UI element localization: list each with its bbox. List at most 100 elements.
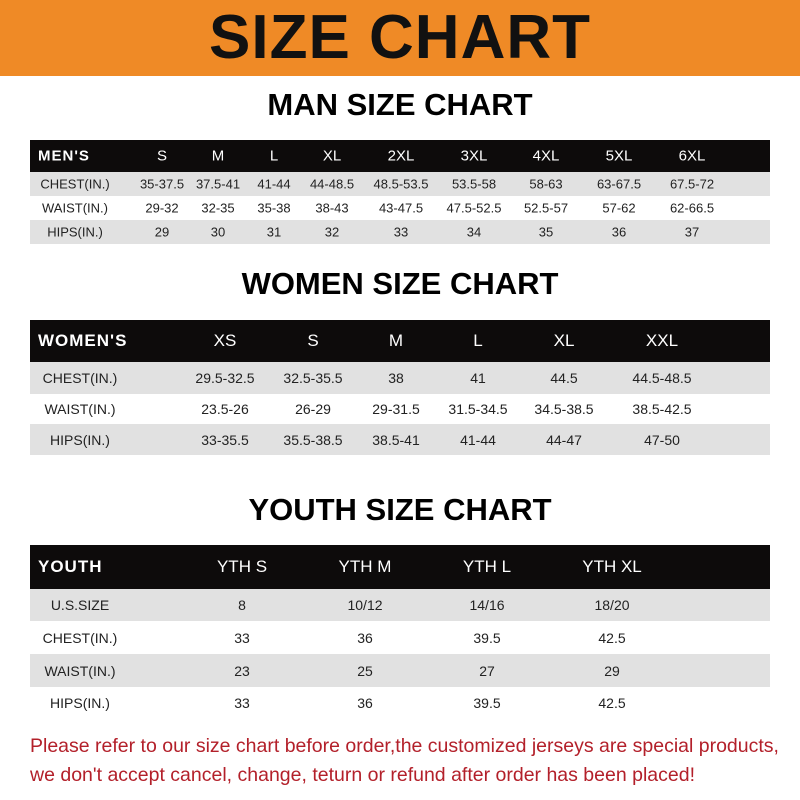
table-row: CHEST(IN.) 35-37.5 37.5-41 41-44 44-48.5 48.5… — [30, 172, 770, 196]
table-cell: 43-47.5 — [378, 200, 424, 216]
title-banner: SIZE CHART — [0, 0, 800, 76]
size-header: S — [307, 331, 319, 350]
women-heading: WOMEN SIZE CHART — [241, 266, 559, 301]
table-row: CHEST(IN.) 29.5-32.5 32.5-35.5 38 41 44.5 44.5… — [30, 362, 770, 394]
table-cell: 35.5-38.5 — [283, 431, 343, 448]
table-cell: 14/16 — [469, 597, 505, 613]
notice-line-2: we don't accept cancel, change, teturn o… — [30, 764, 695, 786]
table-cell: 41-44 — [460, 431, 496, 448]
table-cell: 29.5-32.5 — [195, 370, 255, 386]
table-cell: 32.5-35.5 — [283, 370, 343, 386]
table-row: HIPS(IN.) 33-35.5 35.5-38.5 38.5-41 41-44 44-… — [30, 424, 770, 455]
table-cell: 32 — [324, 224, 340, 240]
table-cell: 33-35.5 — [201, 431, 249, 448]
table-cell: 44-47 — [546, 431, 582, 448]
table-cell: 38.5-41 — [372, 431, 420, 448]
table-cell: 34 — [466, 224, 482, 240]
table-cell: 48.5-53.5 — [373, 176, 429, 192]
table-cell: 10/12 — [347, 597, 383, 613]
size-header: 6XL — [678, 147, 706, 165]
table-cell: 37.5-41 — [195, 176, 241, 192]
measure-label: CHEST(IN.) — [42, 370, 118, 386]
table-cell: 44.5-48.5 — [632, 370, 692, 386]
women-header-row: WOMEN'S XS S M L XL XXL — [30, 320, 770, 362]
table-cell: 35 — [538, 224, 554, 240]
men-heading: MAN SIZE CHART — [267, 87, 533, 122]
size-header: M — [211, 147, 225, 165]
size-header: M — [388, 331, 404, 350]
table-row: CHEST(IN.) 33 36 39.5 42.5 — [30, 621, 770, 654]
table-cell: 32-35 — [201, 200, 235, 216]
table-cell: 57-62 — [602, 200, 636, 216]
table-cell: 39.5 — [473, 695, 501, 711]
table-row: U.S.SIZE 8 10/12 14/16 18/20 — [30, 589, 770, 621]
table-cell: 47-50 — [644, 431, 680, 448]
size-header: 3XL — [460, 147, 488, 165]
table-cell: 52.5-57 — [523, 200, 569, 216]
table-row: HIPS(IN.) 29 30 31 32 33 34 35 36 37 — [30, 220, 770, 244]
measure-label: HIPS(IN.) — [50, 695, 110, 711]
table-title: YOUTH — [38, 557, 103, 576]
size-header: S — [156, 147, 168, 165]
table-cell: 33 — [234, 629, 250, 646]
table-cell: 29-31.5 — [372, 401, 420, 417]
table-cell: 25 — [357, 662, 373, 679]
size-header: L — [473, 331, 483, 350]
size-header: YTH L — [462, 557, 512, 576]
table-cell: 38 — [388, 370, 404, 386]
table-cell: 31.5-34.5 — [448, 401, 508, 417]
table-cell: 62-66.5 — [669, 200, 715, 216]
size-header: YTH S — [216, 557, 268, 576]
table-cell: 18/20 — [594, 597, 630, 613]
table-title: WOMEN'S — [38, 331, 128, 350]
table-cell: 36 — [357, 629, 373, 646]
table-cell: 37 — [684, 224, 700, 240]
size-header: YTH XL — [582, 557, 642, 576]
size-header: L — [269, 147, 279, 165]
size-header: XXL — [645, 331, 679, 350]
table-cell: 36 — [357, 695, 373, 711]
measure-label: CHEST(IN.) — [40, 176, 110, 192]
table-cell: 42.5 — [598, 629, 626, 646]
measure-label: CHEST(IN.) — [42, 629, 118, 646]
table-cell: 8 — [238, 597, 246, 613]
table-cell: 42.5 — [598, 695, 626, 711]
table-title: MEN'S — [38, 147, 90, 165]
youth-heading: YOUTH SIZE CHART — [248, 492, 552, 527]
table-cell: 53.5-58 — [451, 176, 497, 192]
table-cell: 44-48.5 — [309, 176, 355, 192]
table-cell: 35-38 — [257, 200, 291, 216]
table-cell: 30 — [210, 224, 226, 240]
table-cell: 38.5-42.5 — [632, 401, 692, 417]
table-cell: 63-67.5 — [596, 176, 642, 192]
table-cell: 58-63 — [529, 176, 563, 192]
measure-label: WAIST(IN.) — [42, 200, 108, 216]
table-cell: 27 — [479, 662, 495, 679]
table-cell: 39.5 — [473, 629, 501, 646]
table-row: WAIST(IN.) 29-32 32-35 35-38 38-43 43-47.5 47.… — [30, 196, 770, 220]
table-cell: 44.5 — [550, 370, 578, 386]
table-cell: 29 — [604, 662, 620, 679]
table-cell: 41-44 — [257, 176, 291, 192]
size-header: YTH M — [338, 557, 392, 576]
table-cell: 41 — [470, 370, 486, 386]
measure-label: WAIST(IN.) — [44, 401, 116, 417]
table-cell: 23.5-26 — [201, 401, 249, 417]
table-cell: 33 — [393, 224, 409, 240]
size-header: 2XL — [387, 147, 415, 165]
table-cell: 34.5-38.5 — [534, 401, 594, 417]
table-cell: 38-43 — [315, 200, 349, 216]
youth-header-row: YOUTH YTH S YTH M YTH L YTH XL — [30, 545, 770, 589]
table-row: WAIST(IN.) 23.5-26 26-29 29-31.5 31.5-34.5 34… — [30, 394, 770, 424]
size-header: XS — [213, 331, 237, 350]
size-header: 4XL — [532, 147, 560, 165]
table-cell: 35-37.5 — [139, 176, 185, 192]
table-cell: 29 — [154, 224, 170, 240]
notice-line-1: Please refer to our size chart before or… — [30, 735, 779, 757]
table-cell: 67.5-72 — [669, 176, 715, 192]
table-cell: 31 — [266, 224, 282, 240]
measure-label: HIPS(IN.) — [50, 431, 110, 448]
size-header: 5XL — [605, 147, 633, 165]
table-cell: 47.5-52.5 — [446, 200, 502, 216]
